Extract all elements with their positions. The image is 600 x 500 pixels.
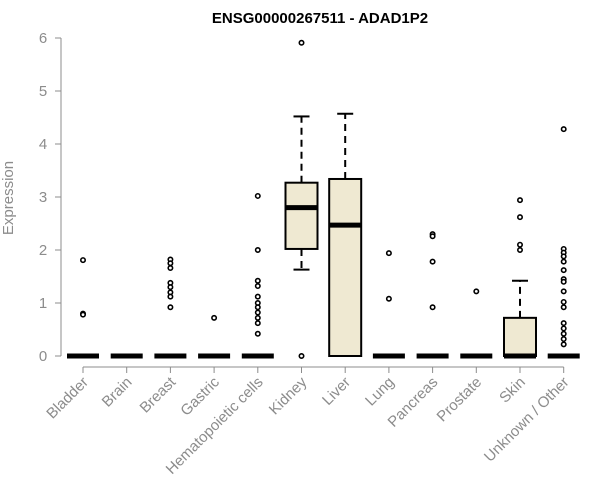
box-group — [372, 250, 405, 359]
outlier-point — [560, 253, 567, 260]
outlier-point — [429, 258, 436, 265]
outlier-point — [385, 295, 392, 302]
box-group — [241, 192, 274, 359]
outlier-point — [560, 298, 567, 305]
outlier-point — [254, 330, 261, 337]
x-tick-label: Lung — [362, 374, 398, 410]
outlier-point — [516, 241, 523, 248]
outlier-point — [429, 233, 436, 240]
outlier-point — [560, 336, 567, 343]
outlier-point — [516, 214, 523, 221]
y-ticks: 0 1 2 3 4 5 6 — [39, 30, 61, 365]
outlier-point — [254, 283, 261, 290]
chart-title: ENSG00000267511 - ADAD1P2 — [212, 10, 428, 27]
y-tick-label: 1 — [39, 295, 47, 312]
x-tick-label: Prostate — [434, 374, 486, 426]
outlier-point — [254, 247, 261, 254]
y-tick-label: 0 — [39, 348, 47, 365]
y-axis-label: Expression — [0, 161, 17, 235]
box-group — [503, 197, 537, 359]
boxes — [67, 39, 580, 359]
outlier-point — [560, 304, 567, 311]
outlier-point — [385, 250, 392, 257]
box-group — [198, 314, 231, 359]
outlier-point — [167, 304, 174, 311]
y-tick-label: 3 — [39, 189, 47, 206]
y-tick-label: 5 — [39, 83, 47, 100]
x-tick-label: Skin — [496, 374, 529, 407]
outlier-point — [167, 284, 174, 291]
box-group — [460, 288, 493, 359]
y-tick-label: 4 — [39, 136, 47, 153]
box-group — [284, 39, 319, 359]
outlier-point — [167, 293, 174, 300]
outlier-point — [560, 288, 567, 295]
outlier-point — [560, 341, 567, 348]
x-tick-label: Liver — [319, 374, 354, 409]
outlier-point — [560, 278, 567, 285]
x-tick-label: Brain — [99, 374, 136, 411]
outlier-point — [254, 277, 261, 284]
box-group — [416, 231, 449, 359]
box-group — [154, 256, 187, 359]
x-tick-label: Bladder — [43, 374, 92, 423]
outlier-point — [254, 314, 261, 321]
outlier-point — [516, 247, 523, 254]
box — [284, 181, 319, 250]
outlier-point — [560, 126, 567, 133]
outlier-point — [473, 288, 480, 295]
outlier-point — [560, 325, 567, 332]
outlier-point — [516, 197, 523, 204]
outlier-point — [254, 304, 261, 311]
box-group — [328, 112, 363, 357]
outlier-point — [560, 267, 567, 274]
outlier-point — [429, 304, 436, 311]
box — [503, 316, 537, 357]
outlier-point — [560, 258, 567, 265]
outlier-point — [167, 260, 174, 267]
box — [328, 177, 363, 357]
outlier-point — [298, 352, 305, 359]
outlier-point — [254, 192, 261, 199]
outlier-point — [211, 314, 218, 321]
x-tick-label: Kidney — [266, 373, 311, 418]
outlier-point — [80, 257, 87, 264]
outlier-point — [254, 320, 261, 327]
outlier-point — [560, 330, 567, 337]
box-group — [67, 257, 99, 359]
outlier-point — [560, 320, 567, 327]
box-group — [547, 126, 580, 359]
outlier-point — [254, 309, 261, 316]
outlier-point — [254, 293, 261, 300]
x-tick-label: Breast — [137, 373, 180, 416]
y-tick-label: 2 — [39, 242, 47, 259]
outlier-point — [80, 311, 87, 318]
outlier-point — [298, 39, 305, 46]
y-tick-label: 6 — [39, 30, 47, 47]
outlier-point — [167, 265, 174, 272]
